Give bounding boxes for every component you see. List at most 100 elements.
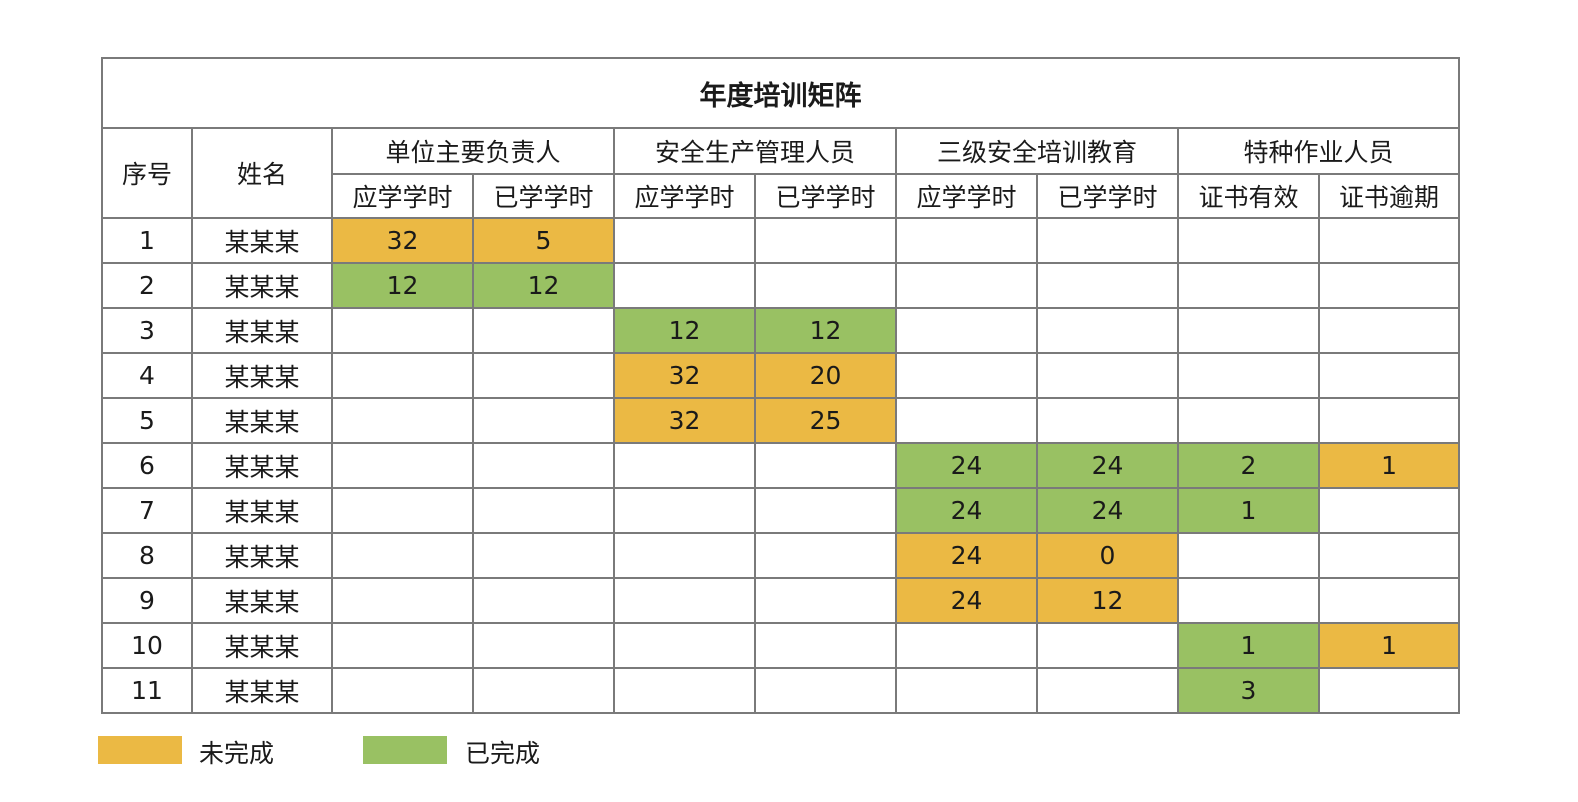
legend-label-pending: 未完成 [199,739,275,768]
hours-cell: 12 [613,307,756,354]
legend-label-done: 已完成 [465,739,541,768]
hours-cell [331,397,474,444]
hours-cell: 1 [1177,487,1320,534]
name-cell: 某某某 [191,622,333,669]
hours-cell [1177,307,1320,354]
table-row: 7 某某某 24 24 1 [101,487,1461,534]
hours-cell [1317,217,1461,264]
hours-cell [1036,352,1179,399]
table-row: 10 某某某 1 1 [101,622,1461,669]
hours-cell [613,532,756,579]
name-cell: 某某某 [191,217,333,264]
hours-cell [1177,217,1320,264]
name-cell: 某某某 [191,307,333,354]
hours-cell: 24 [895,442,1038,489]
hours-cell: 2 [1177,442,1320,489]
table-row: 3 某某某 12 12 [101,307,1461,354]
name-cell: 某某某 [191,532,333,579]
hours-cell: 12 [331,262,474,309]
hours-cell [1177,532,1320,579]
hours-cell [754,622,897,669]
table-row: 5 某某某 32 25 [101,397,1461,444]
hours-cell: 25 [754,397,897,444]
row-number-cell: 9 [101,577,193,624]
table-row: 6 某某某 24 24 2 1 [101,442,1461,489]
name-cell: 某某某 [191,352,333,399]
hours-cell [895,667,1038,714]
header-name: 姓名 [191,127,333,219]
hours-cell: 5 [472,217,615,264]
row-number-cell: 3 [101,307,193,354]
name-cell: 某某某 [191,667,333,714]
row-number-cell: 6 [101,442,193,489]
hours-cell [472,352,615,399]
hours-cell: 0 [1036,532,1179,579]
hours-cell [472,667,615,714]
hours-cell [331,532,474,579]
table-row: 1 某某某 32 5 [101,217,1461,264]
hours-cell [613,622,756,669]
hours-cell [613,262,756,309]
hours-cell [1177,577,1320,624]
hours-cell [472,397,615,444]
hours-cell [1317,352,1461,399]
hours-cell [1317,262,1461,309]
legend-swatch-done [363,736,447,764]
hours-cell: 12 [754,307,897,354]
hours-cell [1317,577,1461,624]
table-row: 11 某某某 3 [101,667,1461,714]
hours-cell: 32 [613,352,756,399]
name-cell: 某某某 [191,442,333,489]
hours-cell [1177,262,1320,309]
header-group-three-level-training: 三级安全培训教育 [895,127,1179,175]
row-number-cell: 5 [101,397,193,444]
hours-cell [472,487,615,534]
hours-cell [472,307,615,354]
hours-cell [472,442,615,489]
hours-cell [331,487,474,534]
hours-cell [613,217,756,264]
header-no: 序号 [101,127,193,219]
hours-cell [1036,217,1179,264]
hours-cell: 32 [613,397,756,444]
hours-cell: 3 [1177,667,1320,714]
hours-cell [754,532,897,579]
subheader-required-hours: 应学学时 [895,173,1038,219]
hours-cell: 12 [1036,577,1179,624]
hours-cell [1036,667,1179,714]
hours-cell [1317,487,1461,534]
hours-cell [1317,667,1461,714]
hours-cell [1036,307,1179,354]
subheader-required-hours: 应学学时 [331,173,474,219]
legend-swatch-pending [98,736,182,764]
hours-cell: 24 [1036,487,1179,534]
hours-cell [1036,622,1179,669]
row-number-cell: 2 [101,262,193,309]
table-row: 8 某某某 24 0 [101,532,1461,579]
hours-cell [613,667,756,714]
hours-cell [895,352,1038,399]
hours-cell: 1 [1317,622,1461,669]
hours-cell [613,577,756,624]
hours-cell [331,307,474,354]
hours-cell [1317,397,1461,444]
name-cell: 某某某 [191,577,333,624]
subheader-completed-hours: 已学学时 [754,173,897,219]
hours-cell [1177,352,1320,399]
hours-cell: 1 [1177,622,1320,669]
hours-cell: 24 [895,532,1038,579]
table-body: 1 某某某 32 5 2 某某某 12 12 3 某某某 12 12 4 某某某 32 20 5 某某某 32 25 6… [101,217,1461,714]
hours-cell [895,307,1038,354]
hours-cell [754,442,897,489]
row-number-cell: 11 [101,667,193,714]
hours-cell [1317,307,1461,354]
hours-cell [613,442,756,489]
hours-cell [331,667,474,714]
table-row: 9 某某某 24 12 [101,577,1461,624]
hours-cell [613,487,756,534]
hours-cell: 24 [895,487,1038,534]
hours-cell [895,217,1038,264]
hours-cell [472,532,615,579]
training-matrix-table: 年度培训矩阵 序号 姓名 单位主要负责人 安全生产管理人员 三级安全培训教育 特… [100,57,1461,714]
header-group-principal: 单位主要负责人 [331,127,615,175]
